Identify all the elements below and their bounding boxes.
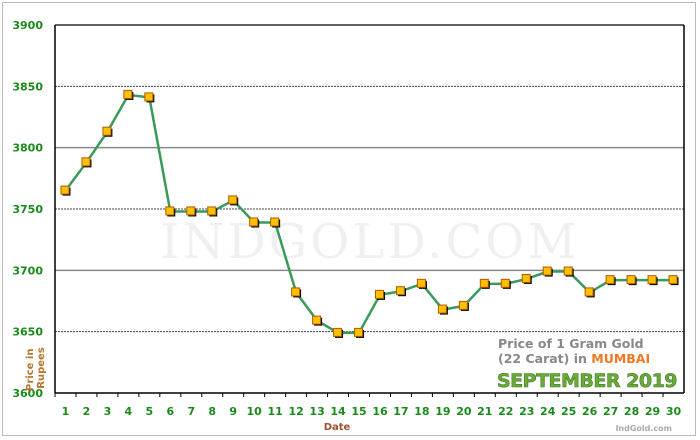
x-tick-label: 10 xyxy=(247,405,263,418)
x-tick-label: 12 xyxy=(288,405,303,418)
x-tick-label: 17 xyxy=(393,405,408,418)
y-tick-label: 3800 xyxy=(12,142,43,155)
x-tick-label: 7 xyxy=(187,405,195,418)
data-point xyxy=(102,126,112,136)
data-point xyxy=(207,206,217,216)
x-tick-label: 28 xyxy=(624,405,639,418)
y-axis-label-line2: Rupees xyxy=(36,347,47,389)
x-tick-label: 13 xyxy=(309,405,324,418)
annotation-month: SEPTEMBER 2019 xyxy=(497,370,677,392)
x-tick-label: 8 xyxy=(208,405,216,418)
data-point xyxy=(312,315,322,325)
x-tick-label: 16 xyxy=(372,405,388,418)
x-tick-label: 29 xyxy=(645,405,660,418)
annotation-city: MUMBAI xyxy=(591,351,650,366)
x-tick-label: 23 xyxy=(519,405,534,418)
data-point xyxy=(60,185,70,195)
y-tick-label: 3650 xyxy=(12,326,43,339)
x-tick-label: 14 xyxy=(330,405,346,418)
data-point xyxy=(165,206,175,216)
x-tick-label: 24 xyxy=(540,405,556,418)
x-tick-label: 30 xyxy=(666,405,682,418)
x-tick-label: 5 xyxy=(146,405,154,418)
data-point xyxy=(563,266,573,276)
data-point xyxy=(333,327,343,337)
annotation-line2: (22 Carat) in MUMBAI xyxy=(498,351,650,366)
y-axis-label-line1: Price in xyxy=(25,349,36,391)
watermark: INDGOLD.COM xyxy=(160,214,579,270)
data-point xyxy=(437,304,447,314)
chart-frame xyxy=(2,2,696,436)
y-tick-label: 3750 xyxy=(12,203,43,216)
x-tick-label: 26 xyxy=(582,405,598,418)
credit: IndGold.com xyxy=(615,424,672,433)
x-tick-label: 11 xyxy=(267,405,282,418)
data-point xyxy=(395,286,405,296)
x-tick-label: 25 xyxy=(561,405,576,418)
data-point xyxy=(249,217,259,227)
x-tick-label: 15 xyxy=(351,405,366,418)
data-point xyxy=(626,275,636,285)
x-tick-label: 3 xyxy=(104,405,112,418)
x-tick-label: 21 xyxy=(477,405,492,418)
x-tick-label: 19 xyxy=(435,405,450,418)
data-point xyxy=(416,278,426,288)
x-tick-label: 1 xyxy=(62,405,70,418)
x-tick-label: 2 xyxy=(83,405,91,418)
data-point xyxy=(605,275,615,285)
data-point xyxy=(521,273,531,283)
data-point xyxy=(291,287,301,297)
annotation-carat: (22 Carat) in xyxy=(498,351,591,366)
x-tick-label: 6 xyxy=(166,405,174,418)
data-point xyxy=(354,327,364,337)
data-point xyxy=(479,278,489,288)
y-tick-label: 3600 xyxy=(12,387,43,400)
y-tick-label: 3850 xyxy=(12,80,43,93)
y-axis-label: Price in Rupees xyxy=(25,345,47,391)
data-point xyxy=(270,217,280,227)
data-point xyxy=(647,275,657,285)
y-tick-label: 3900 xyxy=(12,19,43,32)
data-point xyxy=(500,278,510,288)
data-point xyxy=(458,300,468,310)
data-point xyxy=(123,89,133,99)
data-point xyxy=(668,275,678,285)
y-tick-label: 3700 xyxy=(12,264,43,277)
x-tick-label: 9 xyxy=(229,405,237,418)
x-tick-label: 4 xyxy=(125,405,133,418)
data-point xyxy=(584,287,594,297)
data-point xyxy=(144,92,154,102)
x-tick-label: 22 xyxy=(498,405,513,418)
data-point xyxy=(81,157,91,167)
x-tick-label: 27 xyxy=(603,405,618,418)
data-point xyxy=(186,206,196,216)
x-tick-label: 18 xyxy=(414,405,429,418)
data-point xyxy=(542,266,552,276)
x-axis-label: Date xyxy=(324,422,351,433)
x-tick-label: 20 xyxy=(456,405,472,418)
data-point xyxy=(228,195,238,205)
annotation-line1: Price of 1 Gram Gold xyxy=(498,336,644,351)
data-point xyxy=(374,289,384,299)
